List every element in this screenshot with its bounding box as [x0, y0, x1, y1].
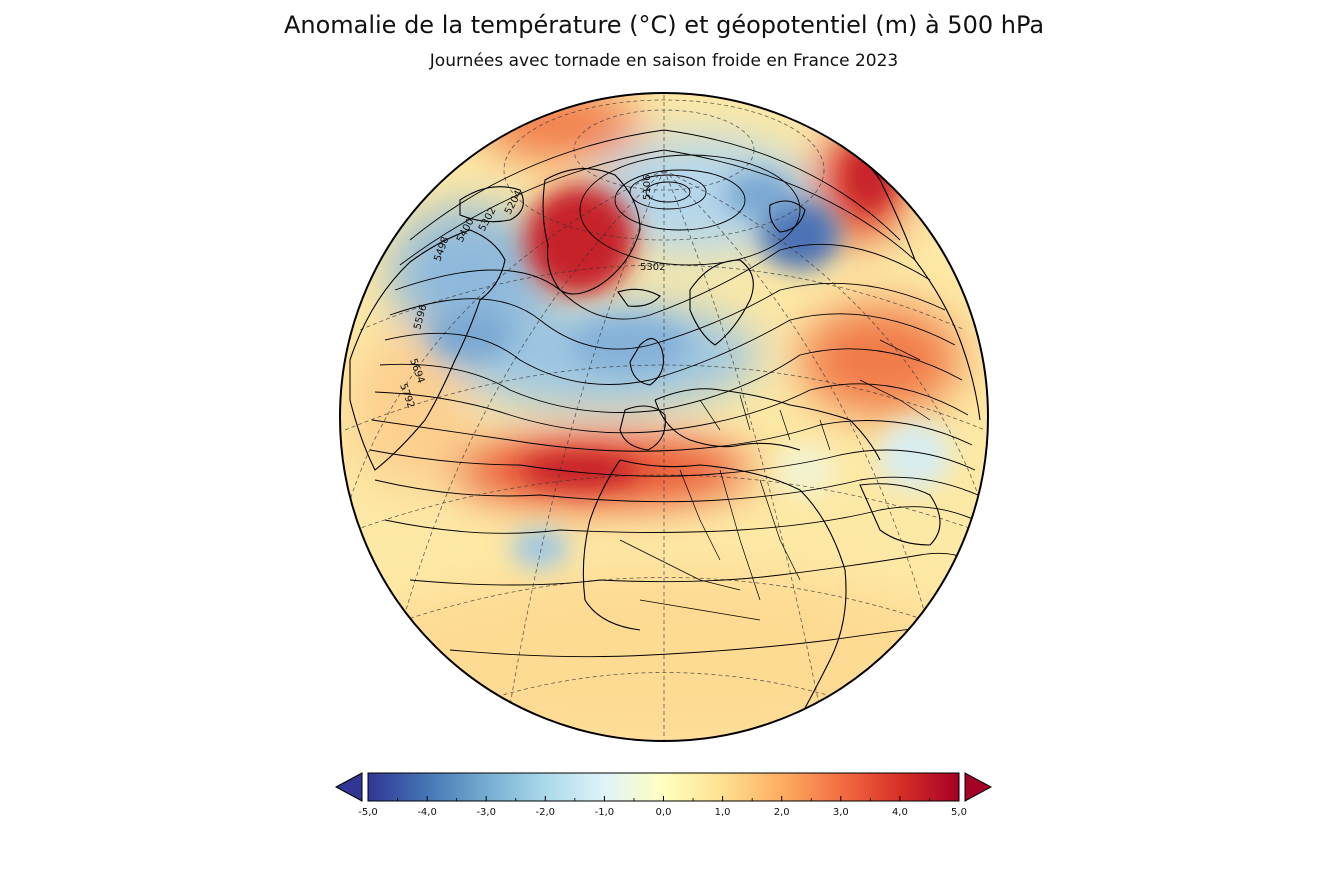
geopotential-contours [369, 129, 979, 658]
colorbar-tick-label: 2,0 [774, 807, 790, 818]
iberia [619, 405, 666, 451]
canada-labrador-cold-anomaly [390, 205, 550, 345]
north-pacific-warm-anomaly [480, 93, 640, 160]
globe [340, 93, 988, 741]
colorbar-tick-label: 5,0 [951, 807, 967, 818]
contour-label: 5106 [642, 175, 653, 200]
north-america-coast [349, 229, 506, 471]
anomaly-core-layer [430, 140, 950, 568]
colorbar-tick-label: -2,0 [536, 807, 556, 818]
iceland [617, 288, 661, 307]
colorbar-tick-label: 3,0 [833, 807, 849, 818]
country-borders [619, 339, 931, 621]
tropical-atlantic-cold-spot [512, 528, 568, 568]
colorbar-ticks: -5,0 -4,0 -3,0 -2,0 -1,0 0,0 1,0 2,0 3,0 4,0 5,0 [358, 796, 967, 818]
colorbar-min-arrow [334, 772, 363, 802]
colorbar-tick-label: -1,0 [595, 807, 615, 818]
siberia-warm-core [845, 140, 895, 210]
map-subtitle: Journées avec tornade en saison froide e… [429, 51, 899, 71]
globe-outline [339, 92, 989, 742]
british-isles [629, 338, 665, 386]
colorbar: -5,0 -4,0 -3,0 -2,0 -1,0 0,0 1,0 2,0 3,0 4,0 5,0 [334, 772, 993, 818]
arctic-cold-core [725, 170, 795, 220]
subtropical-warm-core [520, 452, 640, 488]
warm-anomaly-south [344, 570, 984, 741]
greenland-coast [542, 168, 641, 295]
contour-label: 5302 [640, 262, 665, 273]
colorbar-tick-label: -3,0 [476, 807, 496, 818]
map-title: Anomalie de la température (°C) et géopo… [283, 11, 1045, 39]
colorbar-max-arrow [964, 772, 993, 802]
russia-caspian-warm-anomaly [800, 305, 960, 415]
colorbar-tick-label: 0,0 [656, 807, 672, 818]
middle-east-cool-spot [880, 420, 950, 490]
europe-coast [654, 388, 881, 461]
north-atlantic-cold-core [570, 317, 690, 373]
west-africa-warm [350, 330, 470, 490]
colorbar-tick-label: 4,0 [892, 807, 908, 818]
arabia-coast [859, 483, 941, 546]
colorbar-tick-label: -4,0 [417, 807, 437, 818]
greenland-warm-anomaly [525, 185, 635, 295]
barents-kara-cold-anomaly [760, 200, 840, 270]
novaya-zemlya [769, 200, 806, 233]
colorbar-tick-label: -5,0 [358, 807, 378, 818]
canadian-arctic-islands [459, 186, 524, 223]
black-sea-cool-spot [775, 445, 835, 495]
colorbar-tick-label: 1,0 [715, 807, 731, 818]
coastlines [349, 129, 981, 736]
labrador-cold-core [430, 310, 510, 360]
